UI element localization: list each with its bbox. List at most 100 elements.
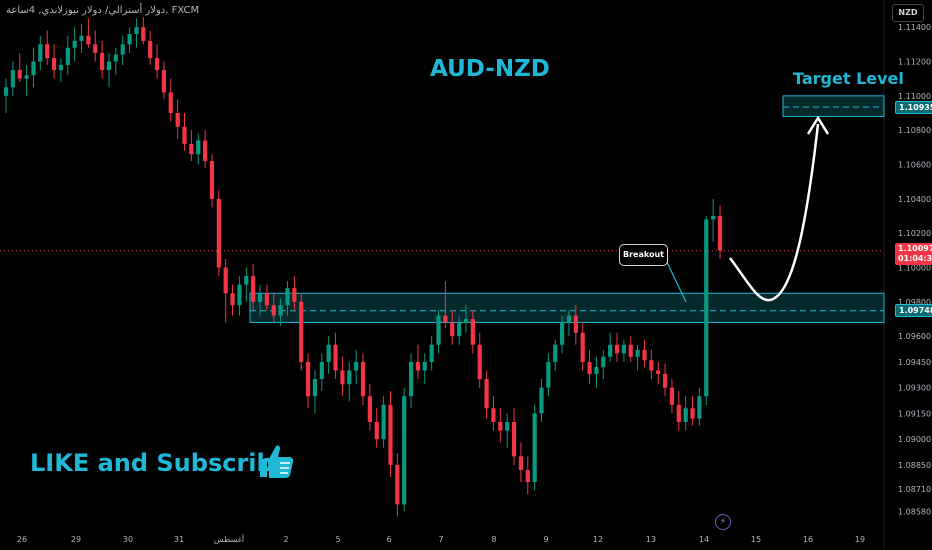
candle-body	[381, 404, 386, 440]
candle-body	[690, 408, 695, 419]
candle-body	[86, 35, 91, 45]
target-zone	[782, 95, 885, 117]
candle-body	[113, 54, 118, 62]
candle-body	[237, 284, 242, 306]
projection-arrow	[728, 123, 820, 302]
y-tick-label: 1.11200	[898, 58, 931, 67]
candle-body	[17, 70, 22, 79]
x-tick-label: 19	[855, 535, 865, 544]
candle-body	[614, 344, 620, 354]
candle-body	[477, 344, 482, 380]
candle-body	[491, 408, 496, 422]
x-tick-label: 16	[803, 535, 813, 544]
candle-body	[546, 361, 551, 388]
candle-body	[580, 332, 585, 362]
x-tick-label: 26	[17, 535, 27, 544]
x-tick-label: 5	[335, 535, 340, 544]
lightning-icon[interactable]: ⚡	[715, 514, 731, 530]
candle-body	[422, 361, 427, 371]
candle-body	[3, 87, 9, 96]
candle-body	[51, 58, 57, 71]
candle-body	[669, 387, 675, 405]
candle-body	[683, 408, 688, 422]
candle-body	[436, 315, 441, 345]
candle-body	[704, 219, 709, 397]
currency-selector-button[interactable]: NZD	[892, 4, 924, 22]
y-tick-label: 1.09000	[898, 435, 931, 444]
candle-body	[230, 293, 235, 306]
candle-body	[347, 370, 352, 385]
y-tick-label: 1.08850	[898, 461, 931, 470]
candle-body	[154, 58, 160, 71]
candle-body	[299, 301, 304, 362]
candle-body	[175, 113, 180, 127]
current-price-value: 1.10097	[898, 244, 932, 253]
chart-title: AUD-NZD	[430, 56, 550, 82]
candle-body	[697, 396, 702, 419]
candle-body	[635, 349, 640, 357]
y-tick-label: 1.11000	[898, 92, 931, 101]
candle-body	[24, 75, 29, 79]
candle-body	[196, 140, 201, 155]
y-tick-label: 1.10800	[898, 126, 931, 135]
candle-body	[470, 319, 475, 345]
candle-body	[10, 70, 15, 88]
target-price-tag: 1.10935	[895, 101, 932, 114]
x-tick-label: 29	[71, 535, 81, 544]
candle-body	[264, 293, 269, 306]
candle-body	[38, 44, 43, 62]
candle-body	[402, 396, 407, 505]
candle-body	[450, 322, 455, 337]
x-tick-label: 14	[699, 535, 709, 544]
zone-price-tag: 1.09748	[895, 304, 932, 317]
candle-body	[642, 349, 647, 361]
candle-body	[553, 344, 558, 362]
candle-body	[168, 92, 173, 113]
candle-body	[415, 361, 421, 371]
candle-body	[587, 361, 592, 374]
y-tick-label: 1.11400	[898, 23, 931, 32]
candle-body	[100, 52, 105, 71]
candle-body	[333, 344, 338, 371]
projection-arrowhead	[806, 115, 830, 135]
candle-body	[251, 276, 256, 302]
candle-body	[539, 387, 544, 414]
y-tick-label: 1.10000	[898, 264, 931, 273]
candle-body	[457, 322, 462, 337]
like-subscribe-text: LIKE and Subscribe	[30, 449, 290, 477]
candle-body	[662, 373, 668, 388]
candle-body	[79, 35, 84, 41]
x-tick-label: 6	[386, 535, 391, 544]
candle-body	[134, 27, 139, 35]
candle-body	[148, 40, 153, 59]
x-tick-label: 30	[123, 535, 133, 544]
candle-body	[367, 396, 372, 422]
candle-body	[161, 70, 167, 93]
candle-body	[621, 344, 626, 354]
candle-body	[511, 422, 517, 457]
candle-body	[120, 44, 125, 55]
candle-body	[312, 379, 318, 397]
y-tick-label: 1.09600	[898, 332, 931, 341]
candle-body	[319, 361, 324, 380]
candle-body	[58, 64, 64, 71]
candle-body	[271, 305, 276, 316]
x-tick-label: أغسطس	[214, 534, 244, 544]
candle-body	[395, 464, 400, 505]
candle-body	[601, 356, 606, 368]
candle-body	[525, 470, 530, 483]
x-tick-label: 31	[174, 535, 184, 544]
candle-body	[141, 27, 146, 41]
candle-body	[292, 288, 297, 302]
candle-body	[628, 344, 633, 357]
candle-body	[31, 61, 36, 76]
candle-body	[408, 361, 414, 397]
x-tick-label: 12	[593, 535, 603, 544]
x-tick-label: 7	[438, 535, 443, 544]
candle-body	[244, 276, 249, 285]
candle-body	[566, 315, 572, 323]
y-tick-label: 1.08580	[898, 507, 931, 516]
candle-body	[498, 422, 503, 431]
candle-body	[278, 305, 283, 316]
